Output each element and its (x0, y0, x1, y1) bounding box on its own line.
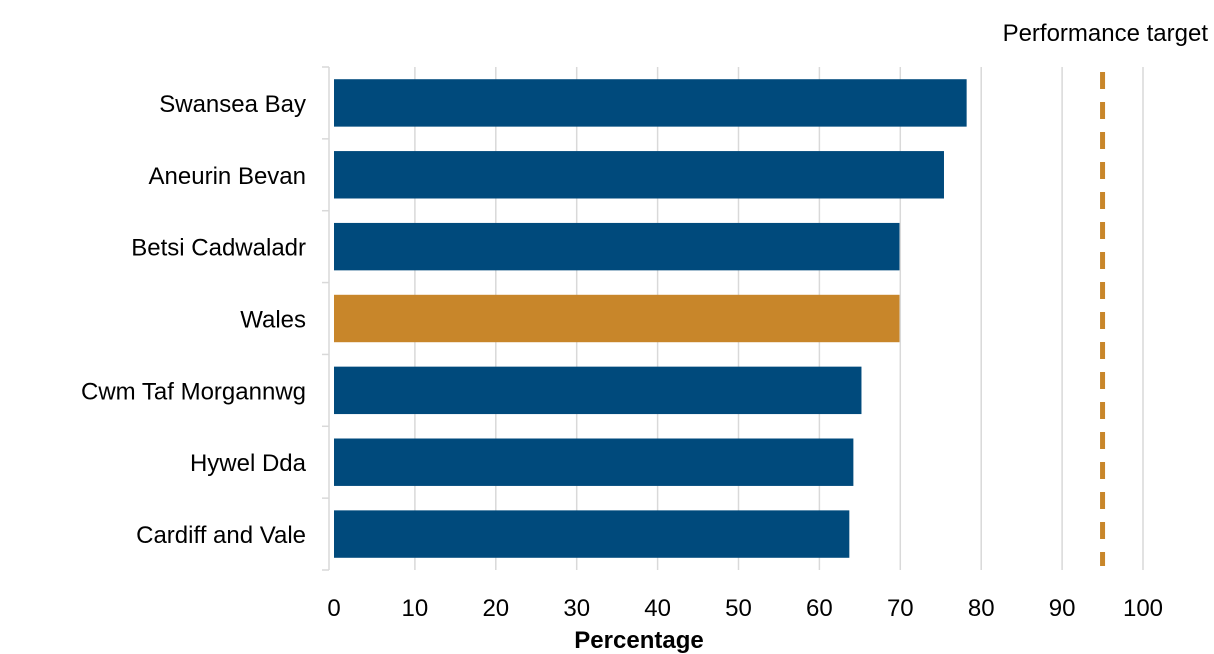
x-tick-label: 40 (644, 595, 671, 622)
category-label: Wales (240, 307, 306, 334)
x-tick-label: 70 (887, 595, 914, 622)
x-tick-label: 10 (402, 595, 429, 622)
category-label: Betsi Cadwaladr (131, 235, 306, 262)
category-labels: Swansea Bay Aneurin Bevan Betsi Cadwaladr W… (81, 91, 307, 549)
bar (334, 151, 944, 199)
bar (334, 222, 900, 271)
axes (322, 66, 330, 571)
bar (334, 438, 854, 486)
target-label: Performance target (1003, 20, 1209, 47)
bar (334, 510, 850, 558)
category-label: Hywel Dda (190, 450, 307, 477)
category-label: Aneurin Bevan (149, 163, 306, 190)
category-label: Swansea Bay (159, 91, 306, 118)
x-tick-label: 90 (1049, 595, 1076, 622)
bar (334, 366, 862, 415)
bar (334, 79, 967, 127)
performance-target: Performance target (1003, 20, 1209, 566)
bar (334, 294, 900, 343)
x-tick-label: 30 (563, 595, 590, 622)
x-tick-label: 80 (968, 595, 995, 622)
x-axis-title: Percentage (574, 627, 703, 654)
x-tick-label: 0 (327, 595, 340, 622)
category-label: Cardiff and Vale (136, 522, 306, 549)
bars (334, 79, 967, 558)
x-tick-label: 20 (482, 595, 509, 622)
x-tick-label: 100 (1123, 595, 1163, 622)
x-tick-label: 50 (725, 595, 752, 622)
x-tick-label: 60 (806, 595, 833, 622)
category-label: Cwm Taf Morgannwg (81, 378, 306, 405)
x-tick-labels: 0 10 20 30 40 50 60 70 80 90 100 (327, 595, 1163, 622)
